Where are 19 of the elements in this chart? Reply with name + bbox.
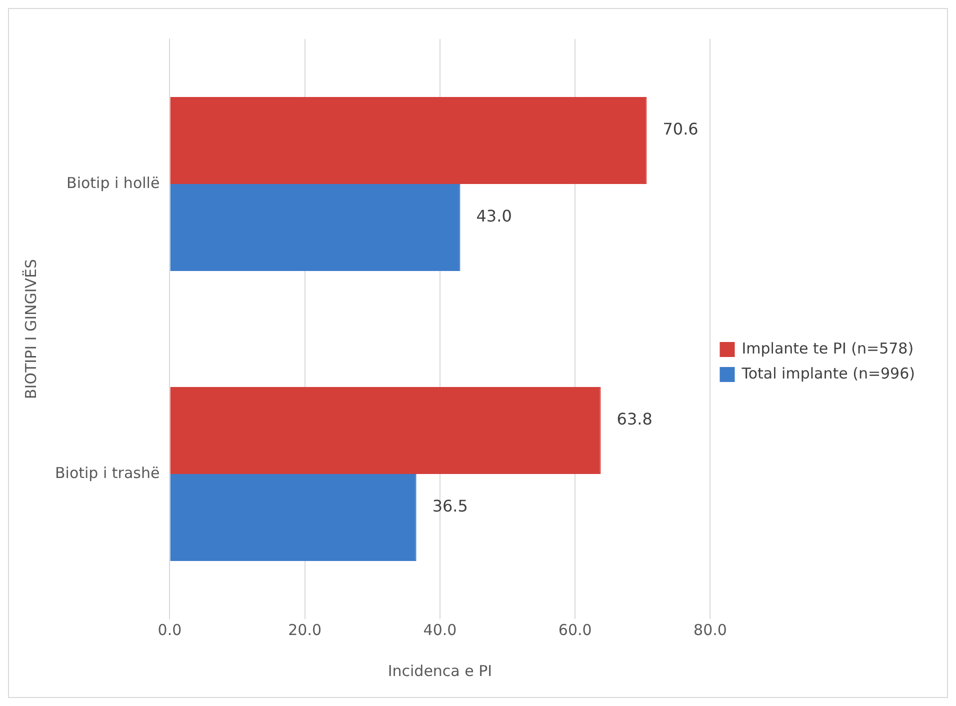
bar	[170, 474, 416, 561]
x-tick-label: 60.0	[558, 620, 592, 639]
bar	[170, 184, 460, 271]
x-tick-label: 80.0	[694, 620, 727, 639]
y-tick-label: Biotip i trashë	[54, 464, 160, 482]
legend-label: Implante te PI (n=578)	[742, 339, 914, 358]
y-tick-label: Biotip i hollë	[66, 174, 160, 192]
data-label: 36.5	[432, 496, 468, 516]
x-tick-label: 40.0	[423, 620, 457, 639]
legend-label: Total implante (n=996)	[740, 364, 916, 382]
data-label: 70.6	[662, 120, 698, 139]
bar	[170, 97, 647, 184]
x-tick-label: 0.0	[158, 620, 182, 639]
bar	[170, 387, 601, 474]
data-label: 43.0	[476, 206, 512, 226]
y-axis-title: BIOTIPI I GINGIVËS	[22, 258, 40, 400]
data-label: 63.8	[616, 410, 652, 429]
x-tick-label: 20.0	[288, 620, 322, 639]
x-axis-title: Incidenca e PI	[388, 662, 492, 680]
